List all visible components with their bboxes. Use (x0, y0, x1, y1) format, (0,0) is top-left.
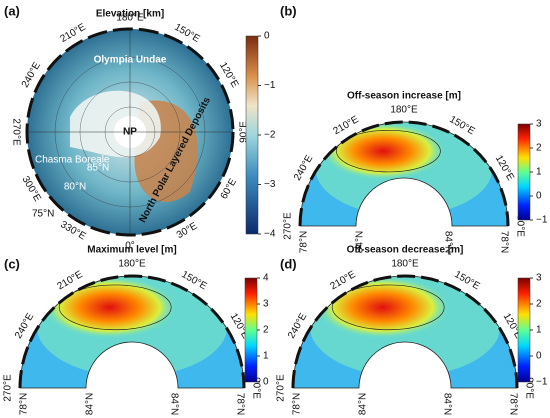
colorbar-label: −1 (536, 377, 548, 388)
colorbar-label: 2 (536, 143, 542, 154)
panel-label: (a) (4, 3, 20, 18)
latitude-label: 84°N (168, 393, 179, 415)
panel-label: (d) (280, 256, 297, 271)
longitude-label: 270°E (3, 374, 14, 402)
annotation: Olympia Undae (94, 55, 167, 66)
colorbar-label: 0 (264, 31, 270, 42)
panel-title: Off-season decrease [m] (347, 245, 464, 256)
colorbar-label: −3 (264, 179, 276, 190)
latitude-label: 84°N (442, 231, 453, 253)
longitude-label: 270°E (10, 118, 21, 146)
map (300, 122, 508, 226)
map (293, 276, 517, 388)
colorbar-label: 1 (536, 167, 542, 178)
panel-label: (b) (280, 3, 297, 18)
panels: (a) Elevation [km]180°E150°E120°E90°E60°E… (3, 3, 548, 415)
map (20, 276, 244, 388)
colorbar (517, 277, 531, 383)
longitude-label: 90°E (250, 377, 261, 399)
latitude-label: 84°N (358, 393, 369, 415)
latitude-label: 78°N (507, 393, 518, 415)
colorbar-label: −4 (264, 229, 276, 240)
longitude-label: 0° (125, 241, 135, 252)
longitude-label: 60°E (219, 177, 240, 202)
panel-title: Elevation [km] (96, 9, 164, 20)
longitude-label: 270°E (283, 212, 294, 240)
colorbar-label: 2 (536, 299, 542, 310)
longitude-label: 90°E (239, 121, 250, 143)
latitude-label: 84°N (441, 393, 452, 415)
map-contour (331, 284, 445, 331)
map-rim (291, 274, 519, 389)
map-contour (58, 284, 172, 331)
annotation: Chasma Boreale (35, 155, 110, 166)
latitude-label: 78°N (234, 393, 245, 415)
longitude-label: 180°E (390, 105, 418, 116)
latitude-label: 78°N (19, 393, 30, 415)
colorbar-label: 3 (263, 299, 269, 310)
annotation: 85°N (87, 163, 109, 174)
colorbar-label: 0 (536, 351, 542, 362)
longitude-label: 270°E (276, 374, 287, 402)
colorbar-label: 4 (263, 273, 269, 284)
colorbar-label: 2 (263, 325, 269, 336)
annotation: NP (123, 127, 137, 138)
annotation: 75°N (32, 209, 54, 220)
longitude-label: 180°E (116, 13, 144, 24)
annotation: 80°N (64, 182, 86, 193)
map-rim (18, 274, 246, 389)
latitude-label: 78°N (498, 231, 509, 253)
longitude-label: 90°E (523, 377, 534, 399)
colorbar (245, 35, 259, 235)
colorbar (244, 277, 258, 383)
colorbar-label: 3 (536, 273, 542, 284)
longitude-label: 90°E (514, 215, 525, 237)
colorbar-label: −1 (264, 80, 276, 91)
latitude-label: 84°N (85, 393, 96, 415)
latitude-label: 78°N (292, 393, 303, 415)
panel-label: (c) (4, 256, 20, 271)
colorbar-label: 1 (536, 325, 542, 336)
colorbar-label: 0 (536, 191, 542, 202)
colorbar-label: 0 (263, 377, 269, 388)
panel-title: Maximum level [m] (87, 245, 176, 256)
latitude-label: 84°N (355, 231, 366, 253)
colorbar (517, 123, 531, 221)
map-rim (25, 27, 235, 237)
map-rim (298, 120, 510, 227)
latitude-label: 78°N (299, 231, 310, 253)
colorbar-label: 3 (536, 119, 542, 130)
panel-title: Off-season increase [m] (347, 91, 461, 102)
longitude-label: 180°E (391, 259, 419, 270)
map-contour (336, 129, 441, 173)
longitude-label: 180°E (118, 259, 146, 270)
colorbar-label: −2 (264, 130, 276, 141)
colorbar-label: 1 (263, 351, 269, 362)
colorbar-label: −1 (536, 215, 548, 226)
